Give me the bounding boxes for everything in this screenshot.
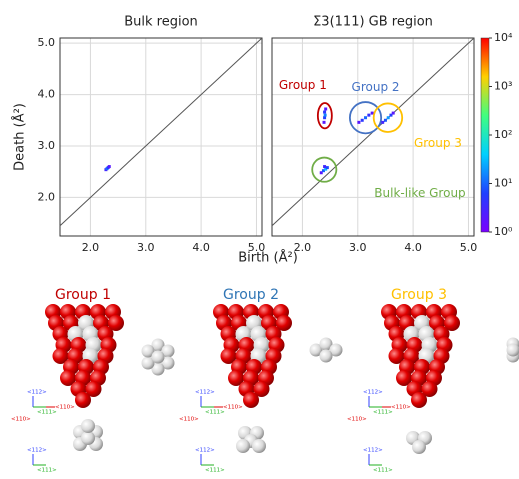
axis-label: <112> bbox=[27, 448, 47, 454]
data-point bbox=[364, 116, 367, 119]
white-atom bbox=[320, 350, 333, 363]
figure: Bulk region 2.0 3.0 4.0 5.0 2.0 3.0 4.0 5.0 Death… bbox=[0, 0, 519, 479]
colorbar-tick-label: 10² bbox=[494, 128, 512, 141]
axis-label: <110> bbox=[347, 417, 367, 423]
structure-title: Group 3 bbox=[391, 287, 447, 303]
data-point bbox=[384, 119, 387, 122]
data-point bbox=[367, 114, 370, 117]
structure-title: Group 1 bbox=[55, 287, 111, 303]
axis-label: <110> bbox=[223, 405, 243, 411]
white-atom bbox=[236, 439, 250, 453]
colorbar-tick-label: 10⁰ bbox=[494, 225, 513, 238]
axis-label: <110> bbox=[11, 417, 31, 423]
axis-label: <112> bbox=[195, 448, 215, 454]
axis-label: <110> bbox=[55, 405, 75, 411]
data-point bbox=[323, 116, 326, 119]
axis-label: <112> bbox=[27, 390, 47, 396]
white-atom bbox=[81, 431, 95, 445]
axis-label: <111> bbox=[373, 468, 393, 474]
data-point bbox=[324, 114, 327, 117]
data-point bbox=[326, 166, 329, 169]
panel-title: Σ3(111) GB region bbox=[313, 15, 433, 30]
panel-title: Bulk region bbox=[124, 15, 198, 30]
data-point bbox=[323, 111, 326, 114]
x-tick-label: 3.0 bbox=[137, 241, 155, 254]
y-axis-label: Death (Å²) bbox=[12, 103, 28, 171]
data-point bbox=[108, 165, 111, 168]
axis-label: <111> bbox=[37, 468, 57, 474]
data-point bbox=[381, 121, 384, 124]
colorbar bbox=[481, 38, 489, 232]
page: {"chart_data": [ {"type": "scatter", "ti… bbox=[0, 0, 519, 479]
x-tick-label: 5.0 bbox=[460, 241, 478, 254]
x-tick-label: 4.0 bbox=[404, 241, 422, 254]
x-tick-label: 2.0 bbox=[82, 241, 100, 254]
axis-label: <110> bbox=[179, 417, 199, 423]
red-atom bbox=[243, 392, 259, 408]
group-label: Bulk-like Group bbox=[374, 186, 465, 200]
colorbar-tick-label: 10³ bbox=[494, 80, 512, 93]
red-atom bbox=[411, 392, 427, 408]
axis-label: <112> bbox=[363, 448, 383, 454]
colorbar-tick-label: 10⁴ bbox=[494, 31, 513, 44]
data-point bbox=[357, 121, 360, 124]
white-atom bbox=[81, 419, 95, 433]
data-point bbox=[387, 116, 390, 119]
axis-label: <112> bbox=[195, 390, 215, 396]
structure-panel: Group 2<112><111><110><110><112><111> bbox=[179, 287, 343, 474]
x-tick-label: 4.0 bbox=[192, 241, 210, 254]
structure-panel: Group 3<112><111><110><110><112><111> bbox=[347, 287, 519, 474]
group-label: Group 3 bbox=[414, 136, 462, 150]
y-tick-label: 5.0 bbox=[38, 36, 56, 49]
white-atom bbox=[252, 439, 266, 453]
axis-label: <111> bbox=[205, 468, 225, 474]
white-atom bbox=[152, 351, 165, 364]
y-tick-label: 3.0 bbox=[38, 139, 56, 152]
axis-label: <112> bbox=[363, 390, 383, 396]
group-label: Group 2 bbox=[352, 80, 400, 94]
data-point bbox=[323, 121, 326, 124]
structure-title: Group 2 bbox=[223, 287, 279, 303]
data-point bbox=[323, 165, 326, 168]
colorbar-tick-label: 10¹ bbox=[494, 177, 512, 190]
group-label: Group 1 bbox=[279, 78, 327, 92]
white-atom bbox=[412, 440, 426, 454]
red-atom bbox=[75, 392, 91, 408]
y-tick-label: 2.0 bbox=[38, 190, 56, 203]
x-tick-label: 3.0 bbox=[349, 241, 367, 254]
data-point bbox=[324, 107, 327, 110]
data-point bbox=[361, 119, 364, 122]
structure-panel: Group 1<112><111><110><110><112><111> bbox=[11, 287, 175, 474]
y-tick-label: 4.0 bbox=[38, 88, 56, 101]
x-axis-label: Birth (Å²) bbox=[238, 250, 298, 266]
data-point bbox=[392, 112, 395, 115]
axis-label: <110> bbox=[391, 405, 411, 411]
white-atom bbox=[507, 344, 519, 357]
